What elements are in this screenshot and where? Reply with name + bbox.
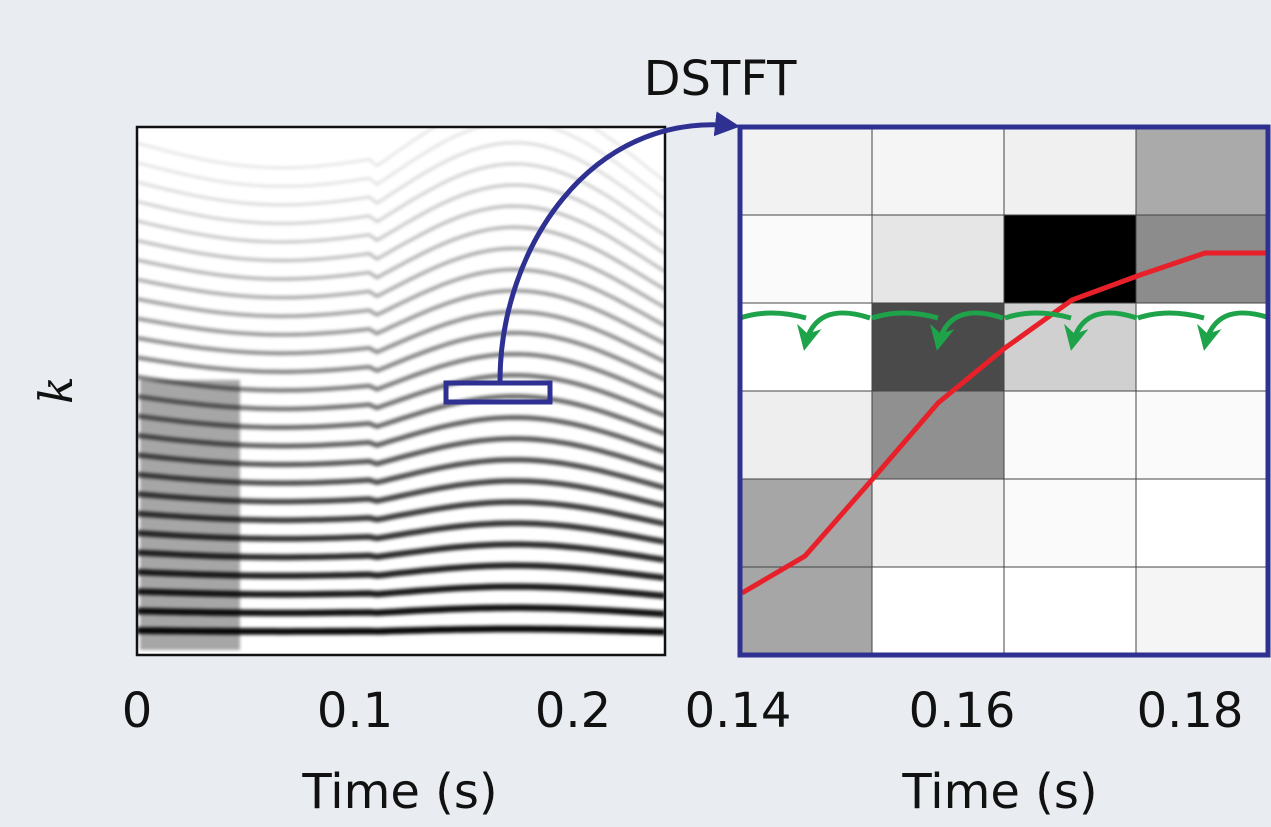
hop-arrows bbox=[739, 310, 1271, 351]
x-tick-label: 0.2 bbox=[535, 683, 611, 739]
y-label: k bbox=[29, 376, 83, 404]
right-x-label: Time (s) bbox=[901, 764, 1097, 820]
spectrogram-harmonics bbox=[137, 127, 665, 650]
harmonic bbox=[137, 288, 665, 346]
harmonic bbox=[137, 246, 665, 310]
zoom-box bbox=[443, 380, 553, 405]
hop-arc bbox=[871, 310, 939, 321]
hop-arrow bbox=[797, 310, 871, 351]
hop-arc bbox=[1137, 310, 1205, 321]
x-tick-label: 0.16 bbox=[909, 683, 1016, 739]
dstft-cell bbox=[739, 214, 873, 304]
left-x-ticks: 0 0.1 0.2 bbox=[122, 683, 611, 739]
left-x-label: Time (s) bbox=[301, 764, 497, 820]
title: DSTFT bbox=[644, 51, 798, 107]
dstft-cell bbox=[1135, 214, 1269, 304]
dstft-cell bbox=[1003, 214, 1137, 304]
dstft-cell bbox=[1135, 126, 1269, 216]
x-tick-label: 0.18 bbox=[1137, 683, 1244, 739]
right-x-ticks: 0.14 0.16 0.18 bbox=[685, 683, 1244, 739]
dstft-cell bbox=[871, 214, 1005, 304]
harmonic bbox=[137, 309, 665, 364]
dstft-cell bbox=[1135, 478, 1269, 568]
hop-arrow bbox=[930, 310, 1004, 351]
onset-energy bbox=[140, 380, 240, 650]
hop-arrow bbox=[1064, 310, 1138, 351]
dstft-cell bbox=[1003, 566, 1137, 656]
harmonic bbox=[137, 204, 665, 273]
dstft-cell bbox=[871, 126, 1005, 216]
harmonic bbox=[137, 127, 665, 201]
harmonic bbox=[137, 225, 665, 292]
zoom-arrow bbox=[497, 111, 740, 382]
harmonic bbox=[137, 267, 665, 328]
dstft-cell bbox=[871, 478, 1005, 568]
dstft-grid bbox=[739, 126, 1269, 656]
x-tick-label: 0.1 bbox=[317, 683, 393, 739]
dstft-cell bbox=[1003, 126, 1137, 216]
harmonic bbox=[137, 162, 665, 237]
harmonic bbox=[137, 141, 665, 219]
harmonic bbox=[137, 127, 665, 183]
harmonic bbox=[137, 183, 665, 255]
spectrogram-frame bbox=[135, 125, 667, 657]
frequency-track bbox=[740, 250, 1268, 596]
dstft-cell bbox=[739, 126, 873, 216]
dstft-cell bbox=[739, 390, 873, 480]
x-tick-label: 0.14 bbox=[685, 683, 792, 739]
x-tick-label: 0 bbox=[122, 683, 153, 739]
hop-arrow bbox=[1197, 310, 1271, 351]
dstft-cell bbox=[1135, 390, 1269, 480]
dstft-cell bbox=[1003, 478, 1137, 568]
dstft-frame bbox=[737, 124, 1271, 658]
hop-arc bbox=[739, 310, 807, 321]
dstft-cell bbox=[871, 566, 1005, 656]
dstft-cell bbox=[1135, 566, 1269, 656]
hop-arc bbox=[1004, 310, 1072, 321]
dstft-cell bbox=[1003, 390, 1137, 480]
harmonic bbox=[137, 330, 665, 382]
